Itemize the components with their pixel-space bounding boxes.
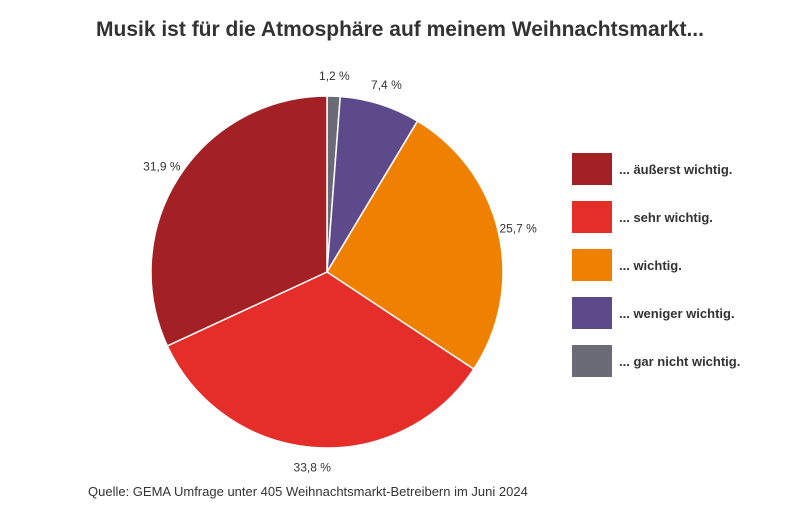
data-label: 25,7 %	[499, 222, 537, 236]
legend-item: ... äußerst wichtig.	[572, 153, 740, 185]
pie-slice	[150, 95, 328, 347]
legend-label: ... wichtig.	[619, 257, 682, 273]
legend-item: ... gar nicht wichtig.	[572, 345, 740, 377]
legend-item: ... wichtig.	[572, 249, 740, 281]
data-label: 33,8 %	[294, 460, 332, 474]
legend-swatch	[572, 297, 612, 329]
source-note: Quelle: GEMA Umfrage unter 405 Weihnacht…	[88, 484, 528, 499]
legend-swatch	[572, 249, 612, 281]
legend-item: ... sehr wichtig.	[572, 201, 740, 233]
chart-title: Musik ist für die Atmosphäre auf meinem …	[96, 18, 704, 41]
data-label: 1,2 %	[319, 69, 350, 83]
data-label: 7,4 %	[371, 78, 402, 92]
legend-label: ... sehr wichtig.	[619, 209, 713, 225]
legend-swatch	[572, 345, 612, 377]
data-label: 31,9 %	[143, 159, 181, 173]
pie-slice	[325, 120, 504, 371]
legend: ... äußerst wichtig. ... sehr wichtig....…	[572, 153, 740, 393]
legend-item: ... weniger wichtig.	[572, 297, 740, 329]
legend-swatch	[572, 201, 612, 233]
pie-slice	[166, 271, 475, 449]
legend-label: ... gar nicht wichtig.	[619, 353, 741, 369]
legend-swatch	[572, 153, 612, 185]
legend-label: ... weniger wichtig.	[619, 305, 735, 321]
legend-label: ... äußerst wichtig.	[619, 161, 733, 177]
